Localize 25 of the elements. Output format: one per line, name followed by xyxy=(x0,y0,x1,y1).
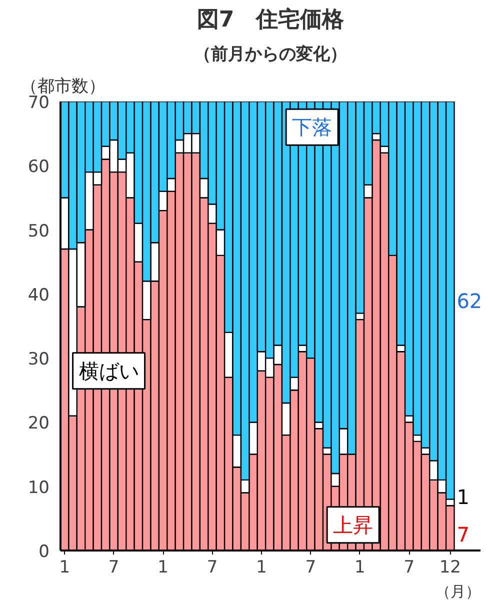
y-tick-label: 50 xyxy=(28,221,50,242)
y-tick-label: 0 xyxy=(38,542,50,562)
x-tick-label: 1 xyxy=(158,558,168,578)
series-label: 横ばい xyxy=(78,358,139,383)
x-tick-label: 7 xyxy=(404,558,415,578)
y-tick-label: 10 xyxy=(28,478,50,498)
y-tick-label: 60 xyxy=(28,157,50,178)
chart-title: 図7 住宅価格 xyxy=(196,6,346,32)
chart-subtitle: （前月からの変化） xyxy=(194,44,347,64)
y-tick-label: 20 xyxy=(28,414,50,434)
x-tick-label: 1 xyxy=(256,558,267,578)
x-tick-label: 7 xyxy=(206,558,218,578)
x-axis-title: （月） xyxy=(436,582,480,600)
data-label: 1 xyxy=(456,484,470,509)
y-tick-label: 40 xyxy=(28,285,50,306)
data-label: 62 xyxy=(456,288,482,313)
x-tick-label: 7 xyxy=(108,558,120,578)
x-tick-label: 1 xyxy=(354,558,366,578)
x-tick-label: 12 xyxy=(439,558,461,578)
data-label: 7 xyxy=(456,522,470,547)
series-label: 下落 xyxy=(292,115,332,140)
x-tick-label: 7 xyxy=(305,558,316,578)
series-label: 上昇 xyxy=(333,512,374,537)
x-tick-label: 1 xyxy=(59,558,70,578)
y-tick-label: 30 xyxy=(28,350,50,370)
